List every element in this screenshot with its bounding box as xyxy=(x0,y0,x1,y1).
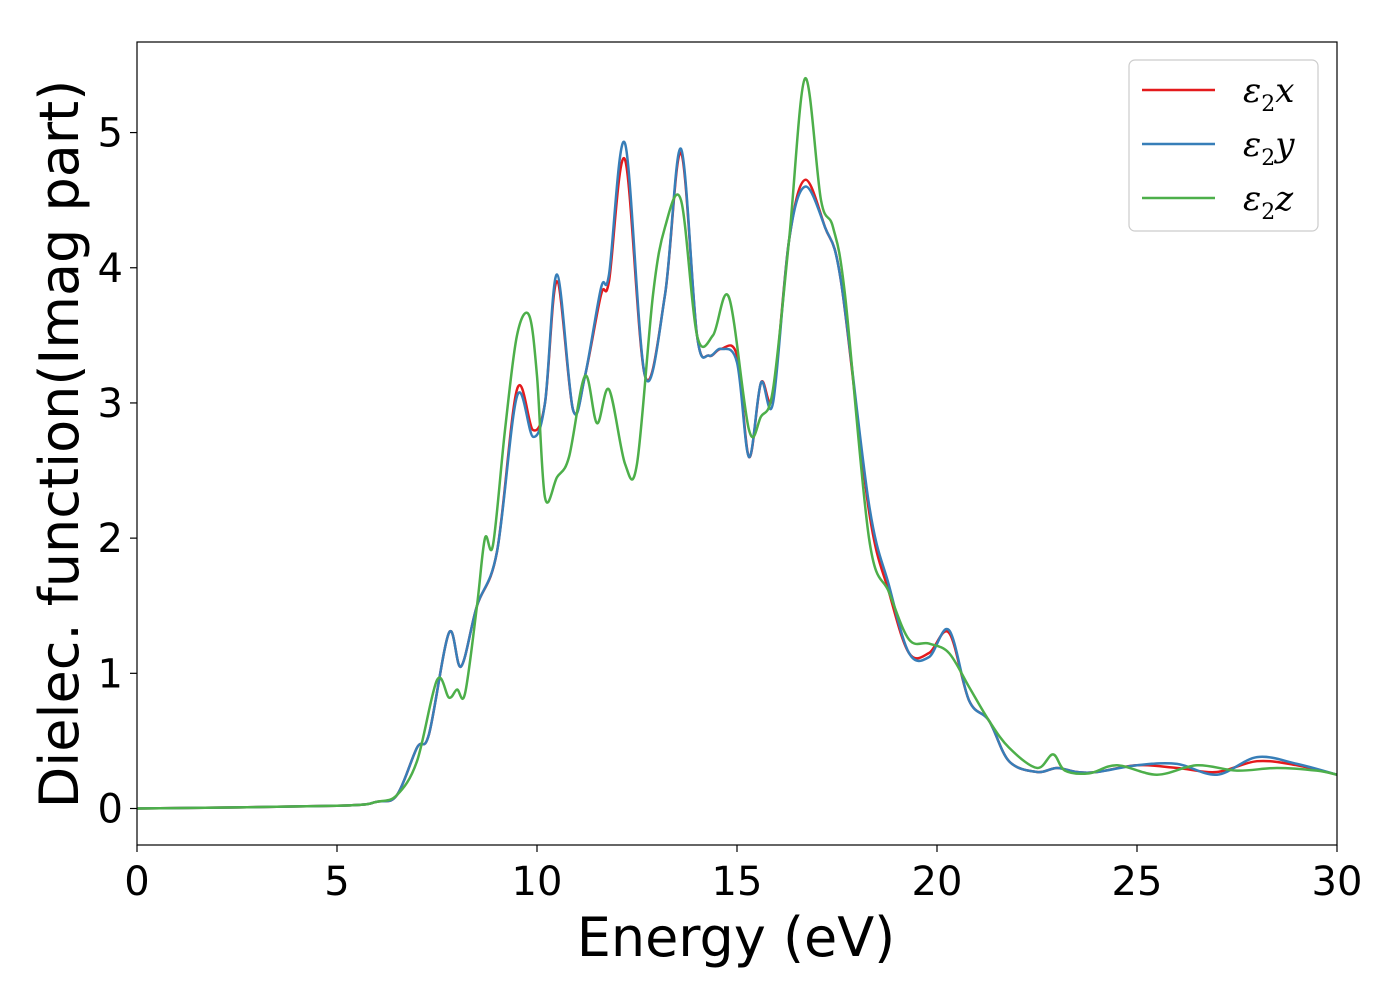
x-tick-label: 20 xyxy=(912,859,963,905)
legend-label-x: ε2x xyxy=(1243,71,1294,117)
y-axis-title: Dielec. function(Imag part) xyxy=(28,80,91,809)
legend-label-z: ε2z xyxy=(1243,179,1294,225)
y-tick-label: 2 xyxy=(98,516,123,562)
x-axis-title: Energy (eV) xyxy=(577,906,896,969)
x-tick-label: 25 xyxy=(1112,859,1163,905)
y-tick-label: 0 xyxy=(98,787,123,833)
x-tick-label: 10 xyxy=(512,859,563,905)
y-tick-label: 4 xyxy=(98,246,123,292)
x-tick-label: 30 xyxy=(1312,859,1363,905)
series-lines xyxy=(137,77,1337,810)
y-tick-label: 3 xyxy=(98,381,123,427)
series-line-y xyxy=(137,140,1337,810)
legend: ε2x ε2y ε2z xyxy=(1128,59,1319,232)
x-tick-label: 15 xyxy=(712,859,763,905)
y-tick-label: 1 xyxy=(98,651,123,697)
x-tick-label: 5 xyxy=(324,859,349,905)
legend-label-y: ε2y xyxy=(1243,125,1295,171)
y-axis-ticks: 0 1 2 3 4 5 xyxy=(98,111,137,833)
x-tick-label: 0 xyxy=(124,859,149,905)
x-axis-ticks: 0 5 10 15 20 25 30 xyxy=(124,845,1362,905)
legend-box xyxy=(1128,59,1319,232)
series-line-z xyxy=(137,77,1337,810)
y-tick-label: 5 xyxy=(98,111,123,157)
